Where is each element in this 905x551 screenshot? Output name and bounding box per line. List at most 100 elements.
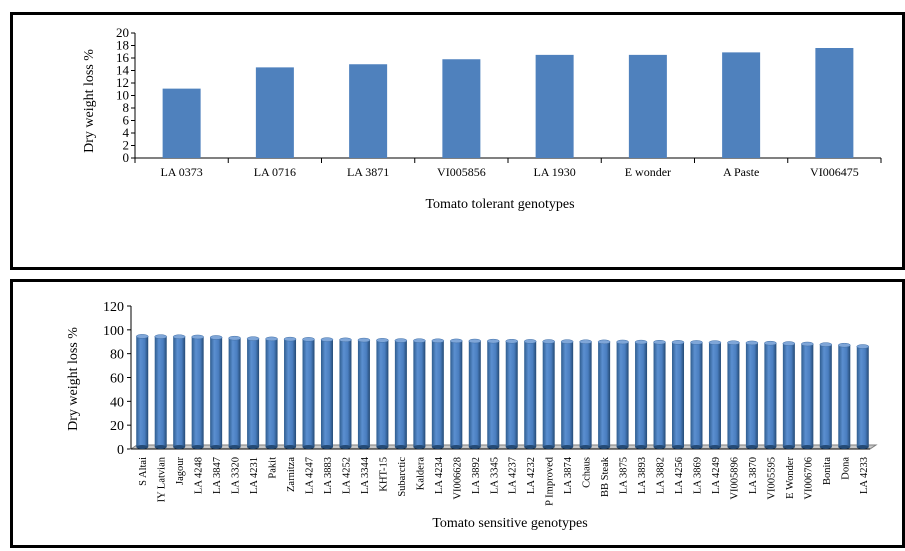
bar (856, 344, 870, 449)
bar (708, 340, 722, 449)
bar (560, 339, 574, 449)
bar (376, 338, 389, 449)
x-tick-label: VI005856 (437, 165, 486, 179)
bar (838, 342, 851, 449)
bar-body (265, 338, 278, 447)
bar-body (561, 341, 574, 447)
bar-body (708, 342, 721, 447)
bar (487, 338, 500, 449)
bar (349, 64, 388, 158)
bar-base (524, 445, 537, 449)
x-tick-label: LA 4234 (434, 456, 445, 494)
bar-body (394, 340, 407, 447)
bar (616, 339, 629, 449)
x-tick-label: LA 4232 (526, 457, 537, 494)
bar-base (801, 445, 814, 449)
x-tick-label: S Altai (138, 457, 149, 486)
bar (339, 337, 352, 449)
bar-top (579, 339, 592, 344)
bar-body (801, 344, 814, 447)
bar-base (653, 445, 666, 449)
bar-top (542, 339, 555, 344)
bar-top (265, 336, 278, 342)
bar (450, 338, 463, 449)
bar-body (819, 344, 832, 447)
bar (255, 67, 294, 158)
bar-top (246, 336, 260, 341)
x-tick-label: LA 3874 (563, 456, 574, 494)
y-tick-label: 2 (123, 138, 130, 153)
bar-body (320, 339, 333, 447)
bar-base (579, 445, 592, 449)
x-tick-label: LA 3882 (656, 457, 667, 494)
bar (815, 48, 854, 158)
bar-top (209, 335, 223, 340)
y-tick-label: 40 (110, 395, 124, 410)
x-tick-label: LA 3344 (360, 456, 371, 494)
bar-base (856, 445, 869, 449)
bar-base (210, 445, 223, 449)
bar-base (468, 445, 481, 449)
bar-base (247, 445, 260, 449)
bar-top (690, 340, 703, 345)
bar-top (154, 334, 167, 339)
x-tick-label: KHT-15 (378, 457, 389, 492)
y-tick-label: 0 (117, 443, 124, 458)
bar-top (431, 338, 445, 344)
bar (523, 339, 537, 449)
y-tick-label: 6 (123, 113, 130, 128)
x-tick-label: LA 0373 (160, 165, 202, 179)
bar-body (413, 340, 426, 447)
bar-base (265, 445, 278, 449)
bar-base (561, 445, 574, 449)
x-tick-label: Kaldera (415, 457, 426, 491)
bar (671, 340, 685, 449)
x-tick-label: LA 3871 (347, 165, 389, 179)
bar-base (173, 445, 186, 449)
x-tick-label: BB Steak (600, 456, 611, 497)
x-tick-label: VI006706 (803, 457, 814, 500)
x-tick-label: LA 3892 (471, 457, 482, 494)
x-tick-label: LA 3869 (692, 457, 703, 494)
x-tick-label: LA 4237 (508, 457, 519, 494)
y-tick-label: 80 (110, 348, 124, 363)
bar-body (856, 346, 869, 447)
x-tick-label: LA 0716 (254, 165, 296, 179)
bar (819, 342, 833, 449)
bar-body (672, 342, 685, 447)
bar (722, 52, 761, 158)
bar-top (357, 337, 371, 343)
x-tick-label: VI005896 (729, 457, 740, 500)
bar-base (690, 445, 703, 449)
bar-body (210, 337, 223, 447)
bar-top (560, 339, 574, 344)
bar-top (413, 338, 426, 343)
bar-top (764, 340, 777, 346)
bar (653, 339, 666, 449)
bar-body (154, 336, 167, 447)
bar-top (376, 338, 389, 343)
y-tick-label: 20 (110, 419, 124, 434)
bar-base (320, 445, 333, 449)
bar-top (671, 340, 685, 345)
bar-body (524, 341, 537, 447)
bar (162, 88, 201, 158)
x-axis-label: Tomato sensitive genotypes (432, 516, 587, 531)
bar (579, 339, 592, 449)
bar-body (505, 341, 518, 447)
x-tick-label: E Wonder (785, 456, 796, 498)
y-tick-label: 100 (103, 324, 124, 339)
x-tick-label: LA 4248 (194, 457, 205, 494)
bar-top (320, 337, 334, 342)
chart-floor (129, 444, 878, 450)
bar-top (172, 334, 186, 339)
bar-base (154, 445, 167, 449)
tolerant-chart-panel: 0 2 4 6 8 10 12 14 16 18 20 LA 0373 LA 0716 LA 3871 V… (10, 12, 905, 270)
bar-top (782, 341, 796, 346)
bar-base (598, 445, 611, 449)
x-tick-label: A Paste (723, 165, 759, 179)
bar-body (653, 342, 666, 447)
bar (727, 340, 740, 449)
bar-body (635, 342, 648, 447)
bar (542, 339, 555, 449)
